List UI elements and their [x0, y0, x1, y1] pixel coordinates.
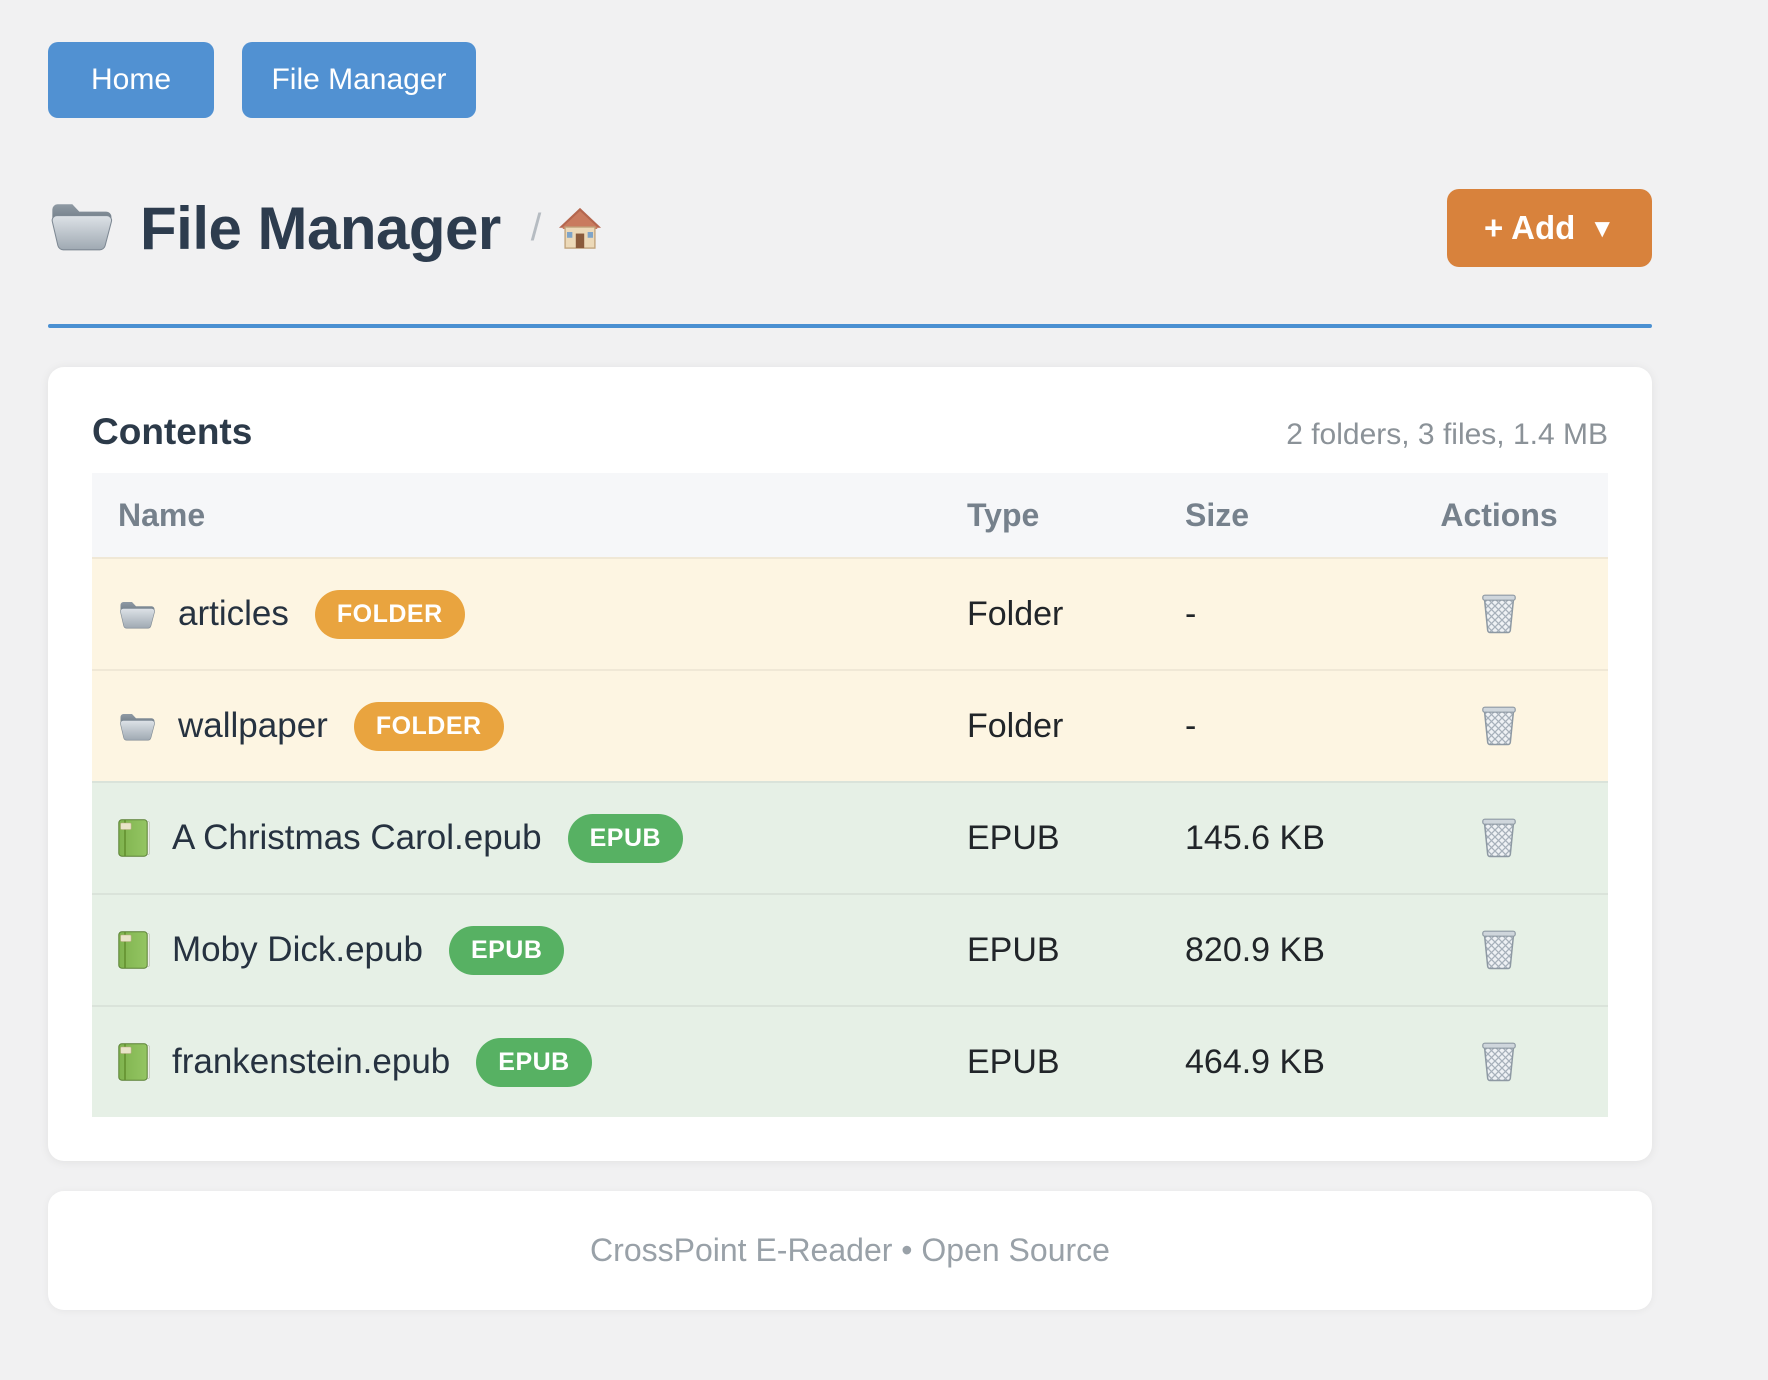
top-nav: Home File Manager	[48, 0, 1652, 118]
column-header-actions: Actions	[1390, 497, 1608, 534]
name-cell: articles FOLDER	[92, 590, 941, 639]
page-header: File Manager / + Add ▼	[48, 188, 1652, 268]
title-group: File Manager /	[48, 194, 603, 263]
file-type-badge: EPUB	[568, 814, 683, 863]
size-cell: 464.9 KB	[1159, 1043, 1390, 1082]
file-type-badge: FOLDER	[315, 590, 465, 639]
size-cell: 820.9 KB	[1159, 931, 1390, 970]
delete-button[interactable]	[1477, 1036, 1521, 1089]
book-icon	[118, 819, 150, 857]
file-name[interactable]: articles	[178, 594, 289, 634]
name-cell: A Christmas Carol.epub EPUB	[92, 814, 941, 863]
file-name[interactable]: Moby Dick.epub	[172, 930, 423, 970]
actions-cell	[1390, 1036, 1608, 1089]
file-name[interactable]: frankenstein.epub	[172, 1042, 450, 1082]
contents-summary: 2 folders, 3 files, 1.4 MB	[1286, 418, 1608, 452]
book-icon	[118, 1043, 150, 1081]
trash-icon	[1481, 1040, 1517, 1085]
footer-text: CrossPoint E-Reader • Open Source	[590, 1232, 1110, 1269]
folder-icon	[118, 599, 156, 630]
card-title: Contents	[92, 411, 252, 453]
name-cell: frankenstein.epub EPUB	[92, 1038, 941, 1087]
column-header-name: Name	[92, 497, 941, 534]
type-cell: EPUB	[941, 819, 1159, 858]
file-type-badge: FOLDER	[354, 702, 504, 751]
column-header-size: Size	[1159, 497, 1390, 534]
table-row[interactable]: Moby Dick.epub EPUB EPUB 820.9 KB	[92, 893, 1608, 1005]
page: Home File Manager File Manager /	[48, 0, 1652, 1310]
actions-cell	[1390, 924, 1608, 977]
folder-icon	[118, 711, 156, 742]
delete-button[interactable]	[1477, 924, 1521, 977]
column-header-type: Type	[941, 497, 1159, 534]
size-cell: -	[1159, 707, 1390, 746]
home-button[interactable]: Home	[48, 42, 214, 118]
chevron-down-icon: ▼	[1589, 213, 1615, 244]
name-cell: Moby Dick.epub EPUB	[92, 926, 941, 975]
trash-icon	[1481, 928, 1517, 973]
add-button-label: + Add	[1484, 209, 1575, 247]
table-row[interactable]: wallpaper FOLDER Folder -	[92, 669, 1608, 781]
type-cell: Folder	[941, 707, 1159, 746]
table-header: Name Type Size Actions	[92, 473, 1608, 557]
actions-cell	[1390, 812, 1608, 865]
delete-button[interactable]	[1477, 588, 1521, 641]
footer-card: CrossPoint E-Reader • Open Source	[48, 1191, 1652, 1310]
table-row[interactable]: A Christmas Carol.epub EPUB EPUB 145.6 K…	[92, 781, 1608, 893]
trash-icon	[1481, 592, 1517, 637]
type-cell: EPUB	[941, 1043, 1159, 1082]
name-cell: wallpaper FOLDER	[92, 702, 941, 751]
card-head: Contents 2 folders, 3 files, 1.4 MB	[92, 411, 1608, 453]
table-row[interactable]: articles FOLDER Folder -	[92, 557, 1608, 669]
type-cell: EPUB	[941, 931, 1159, 970]
folder-icon	[48, 198, 114, 259]
file-type-badge: EPUB	[476, 1038, 591, 1087]
file-name[interactable]: A Christmas Carol.epub	[172, 818, 542, 858]
file-name[interactable]: wallpaper	[178, 706, 328, 746]
home-icon[interactable]	[557, 206, 603, 250]
trash-icon	[1481, 816, 1517, 861]
size-cell: -	[1159, 595, 1390, 634]
file-type-badge: EPUB	[449, 926, 564, 975]
file-table: Name Type Size Actions	[92, 473, 1608, 1117]
delete-button[interactable]	[1477, 812, 1521, 865]
header-divider	[48, 324, 1652, 328]
breadcrumb-separator: /	[531, 207, 542, 250]
table-row[interactable]: frankenstein.epub EPUB EPUB 464.9 KB	[92, 1005, 1608, 1117]
size-cell: 145.6 KB	[1159, 819, 1390, 858]
actions-cell	[1390, 700, 1608, 753]
actions-cell	[1390, 588, 1608, 641]
table-body: articles FOLDER Folder -	[92, 557, 1608, 1117]
trash-icon	[1481, 704, 1517, 749]
book-icon	[118, 931, 150, 969]
delete-button[interactable]	[1477, 700, 1521, 753]
add-button[interactable]: + Add ▼	[1447, 189, 1652, 267]
page-title: File Manager	[140, 194, 501, 263]
type-cell: Folder	[941, 595, 1159, 634]
file-manager-button[interactable]: File Manager	[242, 42, 476, 118]
contents-card: Contents 2 folders, 3 files, 1.4 MB Name…	[48, 367, 1652, 1161]
